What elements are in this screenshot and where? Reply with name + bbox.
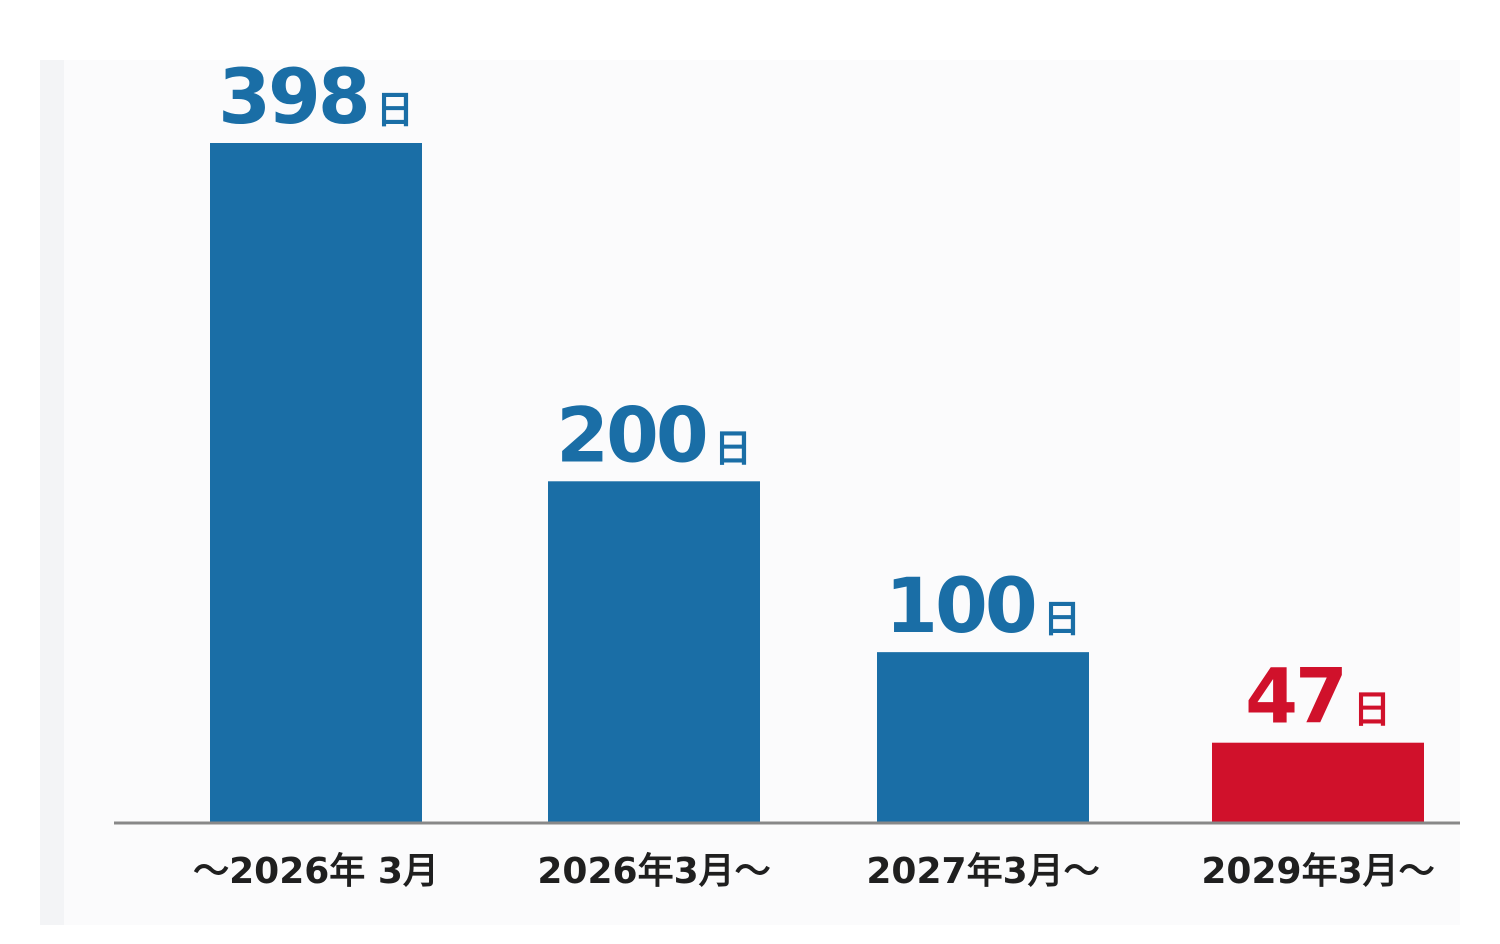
value-label-3: 100 日 (885, 561, 1081, 650)
category-label-1: ～2026年 3月 (193, 851, 439, 892)
value-number-3: 100 (885, 561, 1035, 650)
value-unit-3: 日 (1043, 597, 1081, 641)
value-unit-1: 日 (376, 88, 414, 132)
value-label-2: 200 日 (556, 390, 752, 479)
value-number-4: 47 (1245, 652, 1345, 741)
bar-3 (877, 652, 1089, 823)
value-label-4: 47 日 (1245, 652, 1391, 741)
category-label-2: 2026年3月～ (537, 851, 770, 892)
category-labels-group: ～2026年 3月 2026年3月～ 2027年3月～ 2029年3月～ (193, 851, 1435, 892)
panel-left-edge (40, 60, 64, 925)
value-number-1: 398 (218, 52, 368, 141)
value-label-1: 398 日 (218, 52, 414, 141)
bar-1 (210, 143, 422, 823)
value-unit-4: 日 (1353, 688, 1391, 732)
value-unit-2: 日 (714, 426, 752, 470)
value-number-2: 200 (556, 390, 706, 479)
bar-2 (548, 481, 760, 823)
bars-group (210, 143, 1424, 823)
category-label-3: 2027年3月～ (866, 851, 1099, 892)
category-label-4: 2029年3月～ (1201, 851, 1434, 892)
bar-4 (1212, 742, 1424, 823)
